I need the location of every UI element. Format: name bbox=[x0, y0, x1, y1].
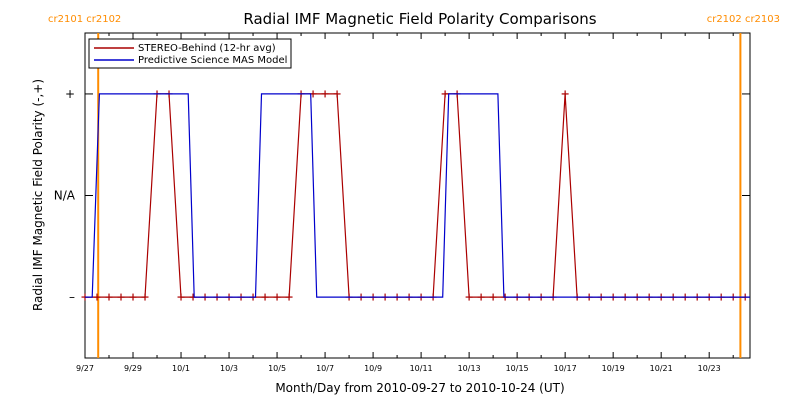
y-axis-label: Radial IMF Magnetic Field Polarity (-,+) bbox=[31, 79, 45, 311]
carrington-label: cr2101 cr2102 bbox=[48, 14, 121, 25]
x-tick-label: 10/5 bbox=[268, 364, 286, 373]
data-point bbox=[177, 293, 185, 301]
x-tick-label: 10/21 bbox=[650, 364, 673, 373]
data-point bbox=[561, 90, 569, 98]
legend-label-model: Predictive Science MAS Model bbox=[138, 55, 287, 66]
data-point bbox=[141, 293, 149, 301]
x-tick-label: 10/11 bbox=[410, 364, 433, 373]
x-tick-label: 10/1 bbox=[172, 364, 190, 373]
x-tick-label: 10/15 bbox=[506, 364, 529, 373]
chart-title: Radial IMF Magnetic Field Polarity Compa… bbox=[243, 10, 596, 28]
x-tick-label: 10/3 bbox=[220, 364, 238, 373]
data-point bbox=[321, 90, 329, 98]
data-point bbox=[333, 90, 341, 98]
y-tick-label: + bbox=[65, 87, 75, 101]
x-tick-label: 9/27 bbox=[76, 364, 94, 373]
x-axis-label: Month/Day from 2010-09-27 to 2010-10-24 … bbox=[275, 381, 564, 395]
x-ticks: 9/27 9/29 10/1 10/3 10/5 10/7 10/9 10/11 10/13 10… bbox=[76, 33, 734, 373]
data-point bbox=[489, 293, 497, 301]
data-point bbox=[93, 293, 101, 301]
x-tick-label: 10/23 bbox=[698, 364, 721, 373]
series-line-stereo bbox=[85, 93, 746, 298]
data-point bbox=[129, 293, 137, 301]
x-tick-label: 10/9 bbox=[364, 364, 382, 373]
x-tick-label: 9/29 bbox=[124, 364, 142, 373]
x-tick-label: 10/13 bbox=[458, 364, 481, 373]
y-ticks: + N/A – bbox=[54, 87, 750, 304]
series-layer bbox=[81, 90, 750, 301]
series-line-model bbox=[85, 93, 750, 298]
data-point bbox=[477, 293, 485, 301]
x-tick-label: 10/7 bbox=[316, 364, 334, 373]
x-tick-label: 10/19 bbox=[602, 364, 625, 373]
data-point bbox=[465, 293, 473, 301]
carrington-rotation-markers: cr2101 cr2102 cr2102 cr2103 bbox=[48, 14, 780, 358]
plot-frame bbox=[84, 32, 751, 359]
data-point bbox=[261, 293, 269, 301]
y-tick-label: – bbox=[69, 290, 75, 304]
data-point bbox=[441, 90, 449, 98]
carrington-label: cr2102 cr2103 bbox=[707, 14, 780, 25]
data-point bbox=[105, 293, 113, 301]
y-tick-label: N/A bbox=[54, 189, 76, 203]
legend-label-stereo: STEREO-Behind (12-hr avg) bbox=[138, 43, 276, 54]
data-point bbox=[285, 293, 293, 301]
legend-box bbox=[88, 38, 292, 69]
data-point bbox=[117, 293, 125, 301]
legend: STEREO-Behind (12-hr avg) Predictive Sci… bbox=[88, 38, 292, 69]
data-point bbox=[273, 293, 281, 301]
x-tick-label: 10/17 bbox=[554, 364, 577, 373]
